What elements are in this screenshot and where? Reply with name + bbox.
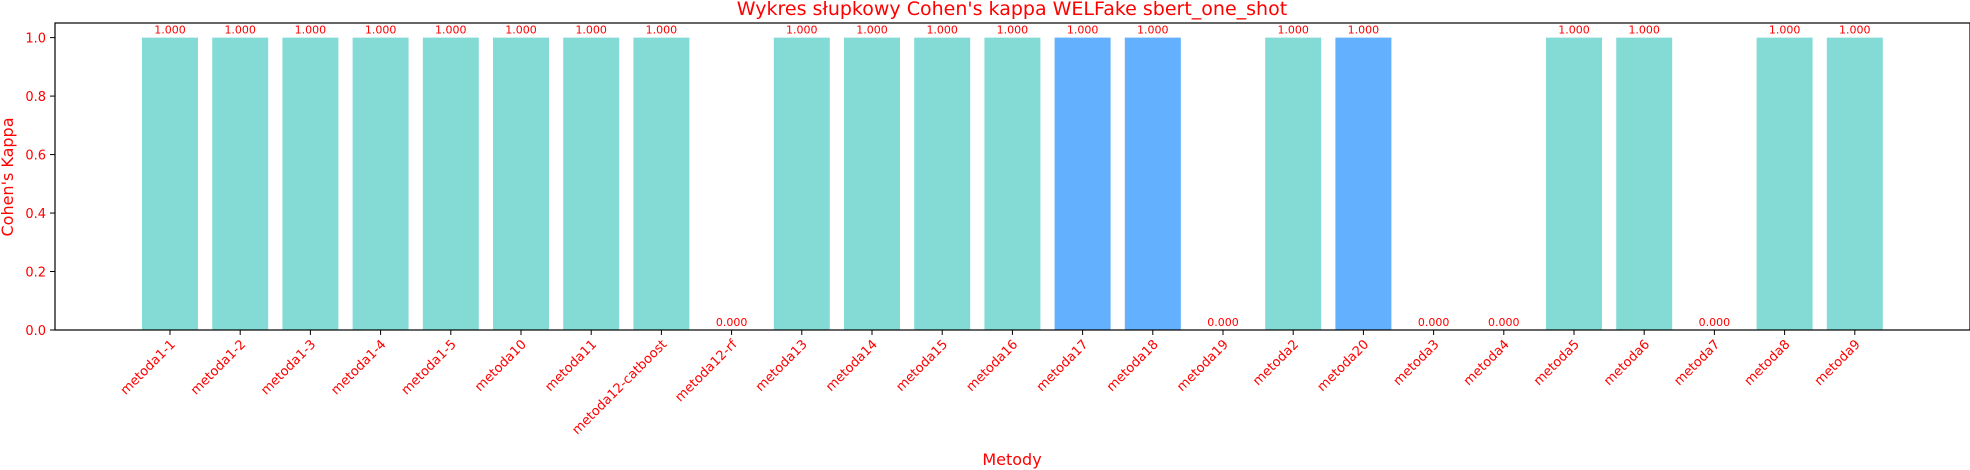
y-axis-label: Cohen's Kappa <box>0 117 17 236</box>
x-tick-label: metoda6 <box>1601 337 1653 389</box>
x-tick-label: metoda13 <box>753 337 811 395</box>
x-tick-label: metoda5 <box>1531 337 1583 389</box>
bar-metoda16 <box>984 37 1041 330</box>
bar-value-label: 1.000 <box>1839 24 1871 37</box>
x-tick-label: metoda7 <box>1671 337 1723 389</box>
x-tick-label: metoda15 <box>893 337 951 395</box>
bar-metoda1-2 <box>212 37 269 330</box>
bar-metoda15 <box>914 37 971 330</box>
bar-metoda18 <box>1124 37 1181 330</box>
bar-metoda1-5 <box>422 37 479 330</box>
x-tick-label: metoda2 <box>1250 337 1302 389</box>
y-tick-label: 0.2 <box>25 266 46 281</box>
bar-metoda10 <box>493 37 549 330</box>
bar-value-label: 0.000 <box>1207 316 1239 329</box>
bar-metoda13 <box>773 37 830 330</box>
bar-metoda1-1 <box>142 37 198 330</box>
x-tick-label: metoda3 <box>1391 337 1443 389</box>
bar-value-label: 0.000 <box>1418 316 1450 329</box>
x-tick-label: metoda16 <box>964 337 1022 395</box>
x-tick-label: metoda18 <box>1104 337 1162 395</box>
bar-metoda1-3 <box>282 37 339 330</box>
bar-value-label: 1.000 <box>646 24 678 37</box>
bar-value-label: 1.000 <box>856 24 888 37</box>
bars <box>142 37 1883 330</box>
bar-metoda6 <box>1616 37 1673 330</box>
x-tick-label: metoda19 <box>1174 337 1232 395</box>
bar-metoda20 <box>1335 37 1392 330</box>
y-tick-label: 0.0 <box>25 324 46 339</box>
bar-value-label: 0.000 <box>1488 316 1520 329</box>
y-tick-label: 0.4 <box>25 207 46 222</box>
y-tick-label: 1.0 <box>25 32 46 47</box>
bar-value-label: 1.000 <box>365 24 397 37</box>
bar-value-label: 1.000 <box>435 24 467 37</box>
bar-value-label: 1.000 <box>1628 24 1660 37</box>
x-tick-label: metoda12-rf <box>672 337 740 405</box>
bar-metoda14 <box>844 37 900 330</box>
bar-value-label: 1.000 <box>575 24 607 37</box>
bar-metoda11 <box>563 37 620 330</box>
x-tick-label: metoda20 <box>1315 337 1373 395</box>
x-tick-label: metoda4 <box>1461 337 1513 389</box>
y-tick-label: 0.8 <box>25 90 46 105</box>
bar-value-label: 1.000 <box>1558 24 1590 37</box>
x-tick-label: metoda11 <box>542 337 600 395</box>
bar-metoda17 <box>1054 37 1111 330</box>
x-tick-label: metoda1-3 <box>258 337 319 398</box>
bar-value-label: 1.000 <box>1137 24 1169 37</box>
y-tick-label: 0.6 <box>25 149 46 164</box>
x-tick-label: metoda14 <box>823 337 881 395</box>
bar-value-labels: 1.000 1.000 1.000 1.000 1.000 1.000 1.000 1.000… <box>154 24 1870 329</box>
bar-metoda1-4 <box>352 37 409 330</box>
x-axis: metoda1-1 metoda1-2 metoda1-3 metoda1-4 meto… <box>118 330 1864 438</box>
x-tick-label: metoda17 <box>1034 337 1092 395</box>
plot-frame <box>54 22 1970 331</box>
x-tick-label: metoda1-5 <box>399 337 460 398</box>
chart-title: Wykres słupkowy Cohen's kappa WELFake sb… <box>737 0 1287 20</box>
bar-value-label: 1.000 <box>1769 24 1801 37</box>
bar-value-label: 1.000 <box>1348 24 1380 37</box>
x-tick-label: metoda1-4 <box>328 337 389 398</box>
bar-value-label: 1.000 <box>295 24 327 37</box>
x-tick-label: metoda10 <box>472 337 530 395</box>
x-tick-label: metoda1-1 <box>118 337 179 398</box>
bar-value-label: 1.000 <box>926 24 958 37</box>
bar-metoda12-catboost <box>633 37 690 330</box>
bar-value-label: 1.000 <box>997 24 1029 37</box>
bar-value-label: 0.000 <box>716 316 748 329</box>
bar-value-label: 1.000 <box>1067 24 1099 37</box>
y-axis: 0.0 0.2 0.4 0.6 0.8 1.0 <box>25 32 55 339</box>
x-tick-label: metoda1-2 <box>188 337 249 398</box>
bar-value-label: 0.000 <box>1699 316 1731 329</box>
bar-value-label: 1.000 <box>505 24 537 37</box>
bar-metoda8 <box>1756 37 1813 330</box>
bar-metoda9 <box>1826 37 1883 330</box>
bar-value-label: 1.000 <box>154 24 186 37</box>
bar-value-label: 1.000 <box>786 24 818 37</box>
bar-metoda5 <box>1546 37 1602 330</box>
bar-value-label: 1.000 <box>224 24 256 37</box>
bar-value-label: 1.000 <box>1277 24 1309 37</box>
x-tick-label: metoda9 <box>1812 337 1864 389</box>
bar-metoda2 <box>1265 37 1322 330</box>
x-tick-label: metoda8 <box>1742 337 1794 389</box>
x-axis-label: Metody <box>982 450 1041 469</box>
